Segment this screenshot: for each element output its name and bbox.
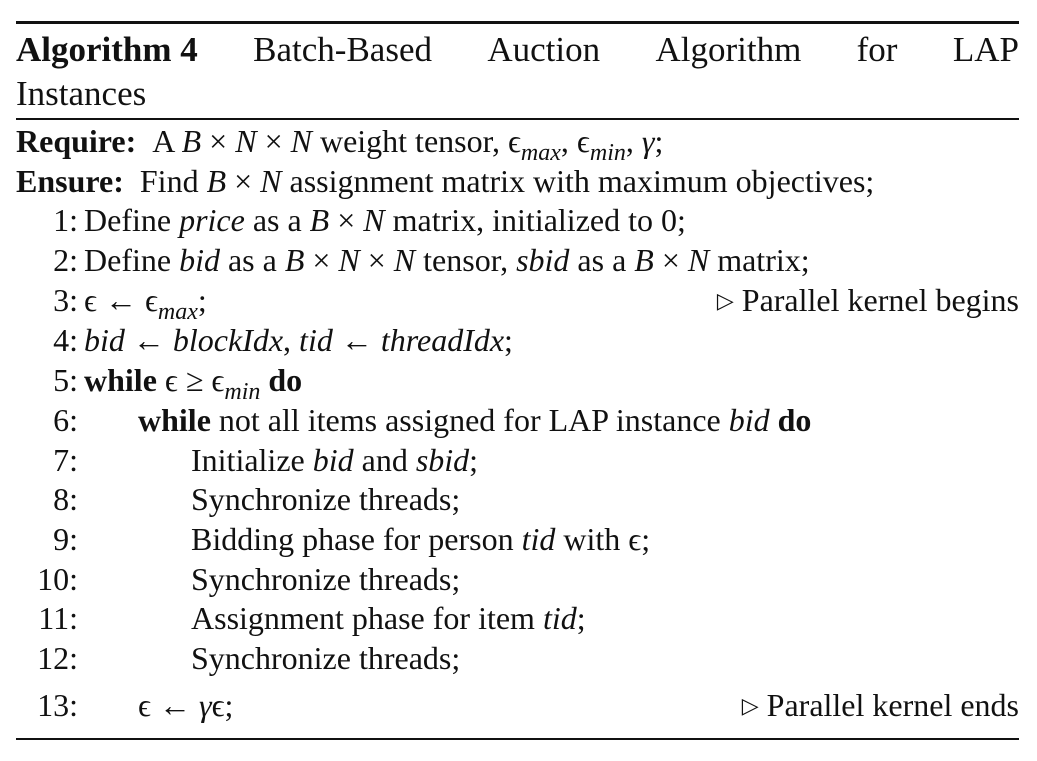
line-number: 12: [37,640,78,676]
line-text: Initialize bid and sbid; [191,442,479,478]
require-line: Require: A B × N × N weight tensor, ϵmax… [16,121,1019,166]
line-11: 11: Assignment phase for item tid; [16,598,1019,638]
line-8: 8: Synchronize threads; [16,479,1019,519]
ensure-line: Ensure: Find B × N assignment matrix wit… [16,161,1019,201]
line-number: 13: [37,687,78,723]
line-5: 5: while ϵ ≥ ϵmin do [16,360,1019,405]
line-2: 2: Define bid as a B × N × N tensor, sbi… [16,240,1019,280]
line-text: ϵ ← ϵmax; [84,282,207,325]
line-text: Synchronize threads; [191,640,461,676]
top-rule [16,21,1019,24]
line-10: 10: Synchronize threads; [16,559,1019,599]
title-line-2: Instances [16,74,147,113]
bottom-rule [16,738,1019,740]
line-number: 7: [53,442,78,478]
line-number: 6: [53,402,78,438]
line-number: 1: [53,202,78,238]
require-text: A B × N × N weight tensor, ϵmax, ϵmin, γ… [144,123,664,166]
line-number: 3: [53,282,78,318]
line-4: 4: bid ← blockIdx, tid ← threadIdx; [16,320,1019,360]
line-number: 4: [53,322,78,358]
algorithm-title: Algorithm 4 Batch-Based Auction Algorith… [16,28,1019,116]
title-word: Batch-Based [253,30,432,69]
line-text: bid ← blockIdx, tid ← threadIdx; [84,322,513,358]
line-number: 2: [53,242,78,278]
line-text: Synchronize threads; [191,481,461,517]
line-3: 3: ϵ ← ϵmax; ▷ Parallel kernel begins [16,280,1019,325]
line-text: while ϵ ≥ ϵmin do [84,362,303,405]
comment-text: Parallel kernel ends [766,687,1019,723]
title-word: for [856,30,898,69]
line-13: 13: ϵ ← γϵ; ▷ Parallel kernel ends [16,685,1019,725]
line-9: 9: Bidding phase for person tid with ϵ; [16,519,1019,559]
line-number: 10: [37,561,78,597]
triangle-icon: ▷ [716,288,734,313]
title-word: Auction [487,30,601,69]
line-text: Define bid as a B × N × N tensor, sbid a… [84,242,810,278]
line-text: Assignment phase for item tid; [191,600,586,636]
line-number: 9: [53,521,78,557]
line-text: Synchronize threads; [191,561,461,597]
title-rule [16,118,1019,120]
line-text: while not all items assigned for LAP ins… [138,402,812,438]
line-1: 1: Define price as a B × N matrix, initi… [16,200,1019,240]
line-7: 7: Initialize bid and sbid; [16,440,1019,480]
line-number: 8: [53,481,78,517]
line-text: Bidding phase for person tid with ϵ; [191,521,651,557]
line-text: Define price as a B × N matrix, initiali… [84,202,686,238]
algorithm-box: Algorithm 4 Batch-Based Auction Algorith… [16,0,1019,761]
title-line-1: Algorithm 4 Batch-Based Auction Algorith… [16,28,1019,72]
comment: ▷ Parallel kernel ends [742,685,1019,726]
require-label: Require: [16,123,137,159]
algorithm-label: Algorithm 4 [16,30,198,69]
line-text: ϵ ← γϵ; [138,687,234,723]
triangle-icon: ▷ [741,693,759,718]
line-number: 5: [53,362,78,398]
line-6: 6: while not all items assigned for LAP … [16,400,1019,440]
line-number: 11: [38,600,78,636]
title-word: Algorithm [655,30,802,69]
line-12: 12: Synchronize threads; [16,638,1019,678]
comment-text: Parallel kernel begins [741,282,1019,318]
ensure-label: Ensure: [16,163,124,199]
title-word: LAP [952,30,1019,69]
comment: ▷ Parallel kernel begins [717,280,1019,321]
ensure-text: Find B × N assignment matrix with maximu… [131,163,875,199]
